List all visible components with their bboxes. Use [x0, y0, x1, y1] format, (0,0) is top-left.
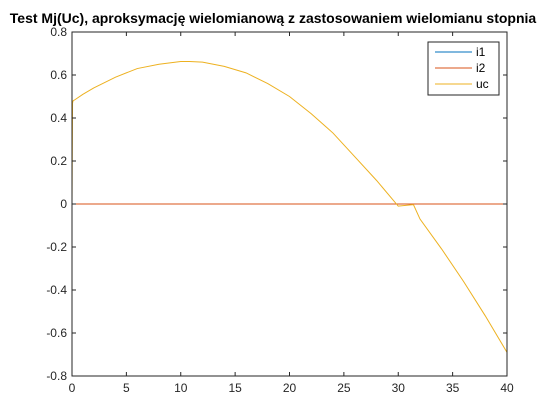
- x-tick-label: 20: [283, 381, 297, 395]
- y-tick-label: -0.4: [46, 283, 67, 297]
- y-tick-label: 0.2: [50, 154, 67, 168]
- y-tick-label: 0.8: [50, 25, 67, 39]
- x-tick-label: 0: [69, 381, 76, 395]
- y-tick-label: 0: [60, 197, 67, 211]
- x-tick-label: 10: [174, 381, 188, 395]
- y-tick-label: -0.2: [46, 240, 67, 254]
- y-tick-label: -0.8: [46, 369, 67, 383]
- y-tick-label: 0.6: [50, 68, 67, 82]
- y-tick-label: -0.6: [46, 326, 67, 340]
- x-tick-label: 5: [123, 381, 130, 395]
- x-tick-label: 15: [228, 381, 242, 395]
- legend-label-uc: uc: [476, 77, 489, 91]
- legend-label-i1: i1: [476, 45, 486, 59]
- chart-title: Test Mj(Uc), aproksymację wielomianową z…: [10, 10, 537, 26]
- legend: i1 i2 uc: [427, 41, 500, 96]
- y-tick-label: 0.4: [50, 111, 67, 125]
- series-lines: [72, 60, 507, 353]
- x-tick-label: 35: [446, 381, 460, 395]
- x-tick-label: 25: [337, 381, 351, 395]
- x-tick-label: 40: [500, 381, 514, 395]
- legend-label-i2: i2: [476, 61, 486, 75]
- series-line-uc: [72, 60, 507, 353]
- x-tick-label: 30: [392, 381, 406, 395]
